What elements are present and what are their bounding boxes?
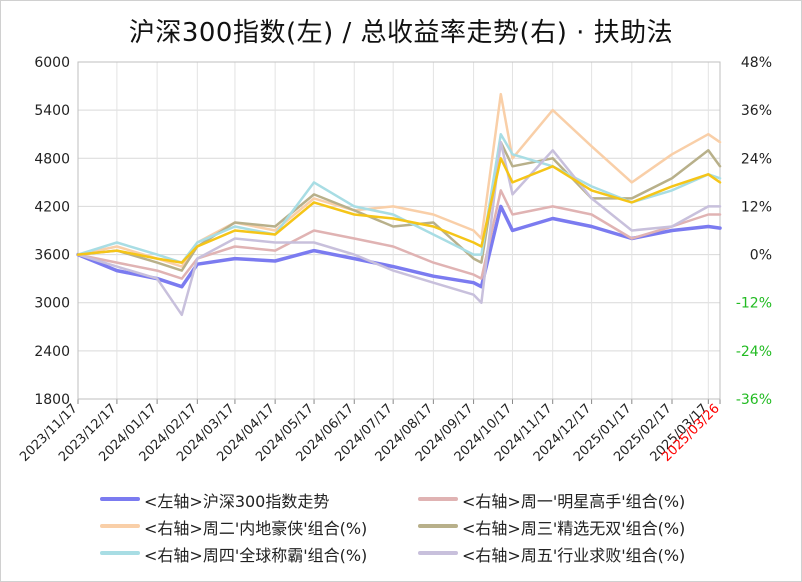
legend-label: <右轴>周一'明星高手'组合(%) bbox=[462, 492, 686, 511]
legend-swatch bbox=[418, 524, 458, 528]
series-line bbox=[76, 132, 722, 264]
left-tick-label: 3000 bbox=[34, 296, 70, 312]
right-tick-label: 48% bbox=[741, 55, 772, 71]
chart-title: 沪深300指数(左) / 总收益率走势(右) · 扶助法 bbox=[128, 18, 674, 48]
series-line bbox=[76, 157, 722, 264]
legend-swatch bbox=[418, 551, 458, 555]
right-tick-label: -24% bbox=[736, 344, 772, 360]
legend-swatch bbox=[100, 524, 140, 528]
legend-label: <左轴>沪深300指数走势 bbox=[144, 492, 330, 511]
right-tick-label: 36% bbox=[741, 103, 772, 119]
legend-label: <右轴>周五'行业求败'组合(%) bbox=[462, 546, 686, 565]
series-line bbox=[76, 140, 722, 317]
left-tick-label: 2400 bbox=[34, 344, 70, 360]
legend-swatch bbox=[100, 497, 140, 501]
right-tick-label: 0% bbox=[750, 248, 772, 264]
series-line bbox=[76, 204, 722, 289]
left-tick-label: 6000 bbox=[34, 55, 70, 71]
plot-area bbox=[77, 61, 721, 400]
left-tick-label: 3600 bbox=[34, 248, 70, 264]
legend-swatch bbox=[100, 551, 140, 555]
series-line bbox=[76, 189, 722, 280]
series-line bbox=[76, 92, 722, 268]
left-tick-label: 4800 bbox=[34, 151, 70, 167]
right-tick-label: -12% bbox=[736, 296, 772, 312]
legend-swatch bbox=[418, 497, 458, 501]
legend-label: <右轴>周三'精选无双'组合(%) bbox=[462, 519, 686, 538]
left-tick-label: 4200 bbox=[34, 199, 70, 215]
right-tick-label: -36% bbox=[736, 392, 772, 408]
right-tick-label: 24% bbox=[741, 151, 772, 167]
legend-label: <右轴>周二'内地豪侠'组合(%) bbox=[144, 519, 368, 538]
right-tick-label: 12% bbox=[741, 199, 772, 215]
left-tick-label: 1800 bbox=[34, 392, 70, 408]
left-tick-label: 5400 bbox=[34, 103, 70, 119]
legend-label: <右轴>周四'全球称霸'组合(%) bbox=[144, 546, 368, 565]
